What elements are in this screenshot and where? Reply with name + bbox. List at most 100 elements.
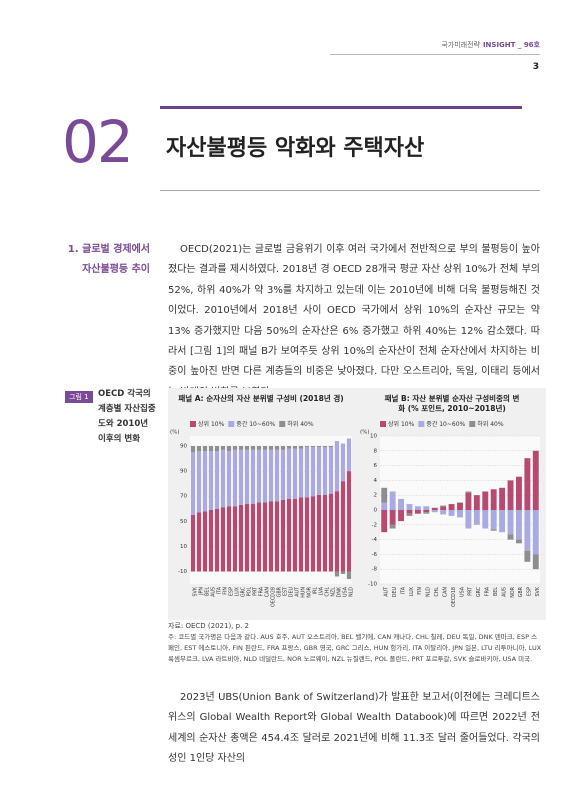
bar <box>340 481 346 572</box>
bar <box>196 451 202 513</box>
chapter-number: 02 <box>62 108 134 176</box>
bar <box>262 446 268 450</box>
x-tick-label: NZL <box>330 587 336 597</box>
x-tick-label: AUS <box>501 587 507 597</box>
bar <box>298 446 304 449</box>
figure-caption: OECD 각국의 계층별 자산집중도와 2010년 이후의 변화 <box>98 389 156 444</box>
header-issue: INSIGHT _ 96호 <box>482 41 540 49</box>
x-tick-label: FIN <box>417 587 423 595</box>
bar <box>414 506 421 510</box>
bar <box>268 446 274 450</box>
bar <box>238 446 244 450</box>
bar <box>286 446 292 449</box>
x-tick-label: AUT <box>384 587 390 597</box>
bar <box>440 506 447 510</box>
y-axis-label: (%) <box>170 430 180 436</box>
bar <box>507 510 514 535</box>
bar <box>280 499 286 572</box>
x-tick-label: LUX <box>409 586 415 596</box>
x-tick-label: LUX <box>234 586 240 596</box>
figure-source: 자료: OECD (2021), p. 2 <box>168 622 249 630</box>
x-tick-label: CAN <box>264 587 270 598</box>
bar <box>448 510 455 516</box>
bar <box>473 495 480 510</box>
x-tick-label: FRA <box>485 586 491 596</box>
x-tick-label: POL <box>246 587 252 597</box>
y-tick-label: -4 <box>372 537 378 543</box>
bar <box>196 446 202 452</box>
bar <box>256 449 262 503</box>
bar <box>202 511 208 572</box>
bar <box>244 449 250 504</box>
bar <box>220 449 226 508</box>
x-tick-label: NLD <box>426 587 432 597</box>
paragraph: OECD(2021)는 글로벌 금융위기 이후 여러 국가에서 전반적으로 부의… <box>168 244 540 398</box>
bar <box>465 492 472 510</box>
x-tick-label: GBR <box>276 586 282 597</box>
x-tick-label: FRA <box>258 586 264 596</box>
bar <box>214 451 220 509</box>
x-tick-label: AUS <box>210 587 216 597</box>
x-tick-label: LVA <box>318 586 324 595</box>
bar <box>286 498 292 572</box>
x-tick-label: FIN <box>222 587 228 595</box>
x-tick-label: EST <box>282 587 288 596</box>
bar <box>499 487 506 510</box>
x-tick-label: BEL <box>204 587 210 596</box>
bar <box>340 443 346 482</box>
x-tick-label: IRL <box>312 587 318 595</box>
title-rule <box>160 190 540 191</box>
bar <box>328 493 334 572</box>
y-axis-label: (%) <box>360 430 370 436</box>
y-tick-label: 70 <box>180 494 187 500</box>
figure-note: 주: 코드별 국가명은 다음과 같다. AUS 호주, AUT 오스트리아, B… <box>168 633 542 663</box>
x-tick-label: CHL <box>434 587 440 597</box>
x-tick-label: DEU <box>392 587 398 598</box>
bar <box>381 487 388 503</box>
bar <box>232 449 238 507</box>
bar <box>262 449 268 503</box>
figure-label: 그림 1 <box>65 391 93 403</box>
x-tick-label: ITA <box>216 586 222 594</box>
chart-title: 패널 A: 순자산의 자산 분위별 구성비 (2018년 경) <box>178 394 344 403</box>
bar <box>226 451 232 507</box>
bar <box>524 458 531 510</box>
bar <box>398 510 404 522</box>
bar <box>406 504 413 510</box>
bar <box>440 510 447 515</box>
bar <box>507 534 514 540</box>
bar <box>310 496 316 572</box>
bar <box>280 446 286 450</box>
bar <box>304 447 310 498</box>
bar <box>250 449 256 504</box>
y-tick-label: -6 <box>372 552 378 558</box>
bar <box>190 446 196 453</box>
bar <box>322 447 328 495</box>
x-tick-label: GBR <box>518 586 524 597</box>
y-tick-label: 10 <box>370 434 377 440</box>
bar <box>473 510 480 525</box>
bar <box>328 447 334 494</box>
bar <box>304 497 310 572</box>
x-tick-label: SVK <box>535 586 541 596</box>
y-tick-label: 8 <box>374 448 378 454</box>
bar <box>280 449 286 500</box>
bar <box>292 448 298 499</box>
y-tick-label: -10 <box>178 569 187 575</box>
bar <box>316 494 322 572</box>
bar <box>532 510 539 555</box>
x-tick-label: DEU <box>288 587 294 598</box>
bar <box>507 480 514 510</box>
bar <box>274 446 280 450</box>
bar <box>524 510 531 551</box>
bar <box>381 510 388 533</box>
chart-title: 패널 B: 자산 분위별 순자산 구성비중의 변화 (% 포인트, 2010~2… <box>384 394 520 413</box>
bar <box>226 506 232 572</box>
bar <box>524 550 531 562</box>
bar <box>268 449 274 502</box>
bar <box>334 491 340 572</box>
bar <box>220 507 226 572</box>
bar <box>322 446 328 448</box>
bar <box>250 446 256 450</box>
bar <box>490 529 497 531</box>
